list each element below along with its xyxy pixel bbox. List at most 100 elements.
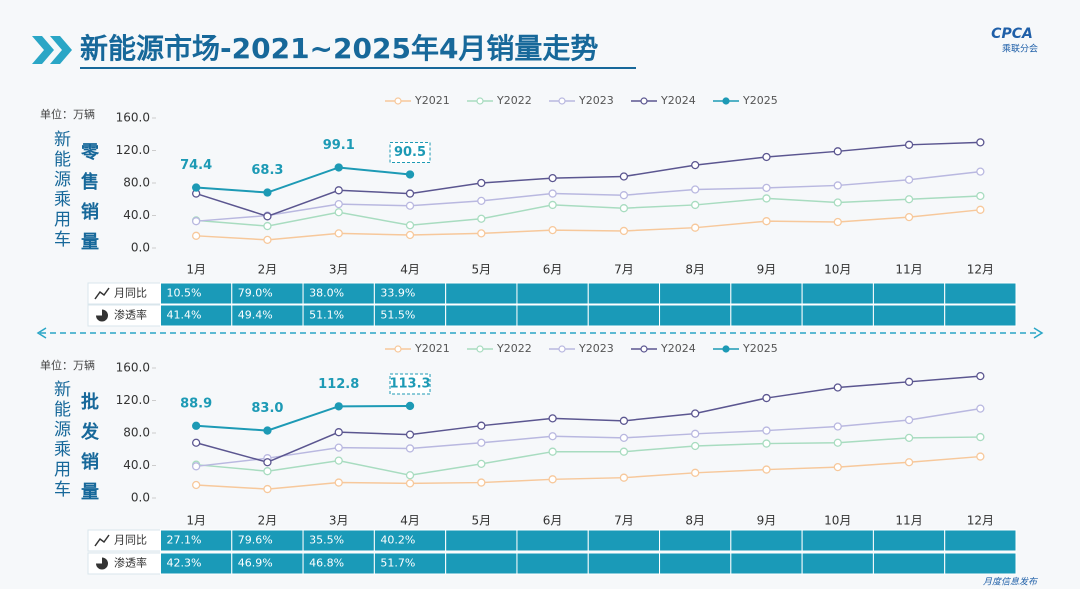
data-point <box>762 426 771 435</box>
y-axis-label: 新能源乘用车 <box>50 380 71 500</box>
x-tick-label: 4月 <box>400 514 420 528</box>
row-label: 渗透率 <box>114 556 147 570</box>
row-icon <box>96 309 108 322</box>
data-point <box>263 188 272 197</box>
series-line <box>196 407 981 468</box>
legend-label: Y2021 <box>414 94 450 107</box>
data-point <box>548 447 557 456</box>
data-point <box>334 163 343 172</box>
data-point <box>833 147 842 156</box>
data-label: 90.5 <box>394 145 426 160</box>
series-line <box>196 455 981 490</box>
data-point <box>619 191 629 200</box>
row-label: 渗透率 <box>114 308 147 322</box>
y-tick-label: 120.0 <box>116 393 150 407</box>
data-point <box>691 160 700 170</box>
table-cell <box>516 304 589 327</box>
data-point <box>619 433 629 443</box>
table-cell <box>872 552 946 575</box>
data-point <box>691 429 700 438</box>
table-cell <box>587 529 661 552</box>
data-point <box>691 200 700 210</box>
data-label: 68.3 <box>251 163 283 178</box>
logo-subtext: 乘联分会 <box>1002 43 1038 55</box>
logo-text: CPCA <box>991 26 1033 42</box>
table-cell <box>872 282 946 305</box>
legend-label: Y2023 <box>578 342 614 355</box>
table-cell <box>730 282 803 305</box>
data-point <box>477 196 486 206</box>
data-label: 99.1 <box>323 138 355 153</box>
table-cell-text: 46.8% <box>309 557 344 570</box>
data-point <box>619 204 629 213</box>
data-point <box>833 422 842 431</box>
table-cell <box>659 304 732 327</box>
data-point <box>833 181 842 190</box>
table-cell-text: 10.5% <box>167 287 202 300</box>
divider-arrow <box>36 327 1044 339</box>
data-point <box>619 473 629 482</box>
data-point <box>619 416 629 425</box>
data-point <box>477 178 486 188</box>
data-point <box>334 428 343 437</box>
series-line <box>195 375 981 464</box>
legend-marker <box>394 97 402 105</box>
table-cell <box>516 282 589 305</box>
x-tick-label: 6月 <box>543 514 563 528</box>
data-point <box>191 480 201 490</box>
unit-label: 单位：万辆 <box>40 358 95 372</box>
x-tick-label: 4月 <box>400 263 420 277</box>
data-point <box>405 230 415 240</box>
table-cell <box>587 282 661 305</box>
label-box <box>389 373 431 395</box>
series-line <box>196 170 981 222</box>
data-point <box>904 415 914 425</box>
legend-marker <box>558 345 566 353</box>
data-point <box>405 471 415 480</box>
data-point <box>976 432 985 442</box>
legend-marker <box>394 345 402 353</box>
data-point <box>263 235 272 245</box>
data-point <box>405 221 415 230</box>
x-tick-label: 7月 <box>614 263 634 277</box>
data-point <box>477 438 486 447</box>
legend-label: Y2024 <box>660 342 696 355</box>
data-point <box>833 438 842 447</box>
x-tick-label: 2月 <box>258 514 278 528</box>
data-point <box>477 478 486 487</box>
table-cell <box>944 552 1017 575</box>
legend-label: Y2023 <box>578 94 614 107</box>
table-cell-text: 35.5% <box>309 534 344 547</box>
data-point <box>477 229 486 238</box>
series-line <box>196 436 981 477</box>
data-point <box>762 194 771 203</box>
data-point <box>976 167 985 176</box>
data-point <box>691 223 700 232</box>
y-tick-label: 80.0 <box>123 176 150 190</box>
y-tick-label: 40.0 <box>123 458 150 472</box>
data-point <box>334 186 343 195</box>
table-cell <box>872 304 946 327</box>
data-point <box>334 478 343 487</box>
table-cell <box>872 529 946 552</box>
series-line <box>196 404 411 432</box>
row-icon <box>94 287 110 300</box>
data-label: 88.9 <box>180 396 212 411</box>
data-point <box>334 402 343 411</box>
data-point <box>548 432 557 441</box>
data-point <box>548 189 557 198</box>
x-tick-label: 8月 <box>685 263 705 277</box>
x-tick-label: 11月 <box>895 263 922 277</box>
data-point <box>833 462 842 472</box>
data-point <box>405 444 415 453</box>
label-box <box>389 141 431 163</box>
x-tick-label: 9月 <box>757 514 777 528</box>
x-tick-label: 5月 <box>471 263 491 277</box>
data-point <box>833 383 842 392</box>
x-tick-label: 1月 <box>186 514 206 528</box>
data-point <box>762 152 771 162</box>
x-tick-label: 3月 <box>329 263 349 277</box>
x-tick-label: 5月 <box>471 514 491 528</box>
data-point <box>904 140 914 149</box>
data-point <box>405 401 415 411</box>
